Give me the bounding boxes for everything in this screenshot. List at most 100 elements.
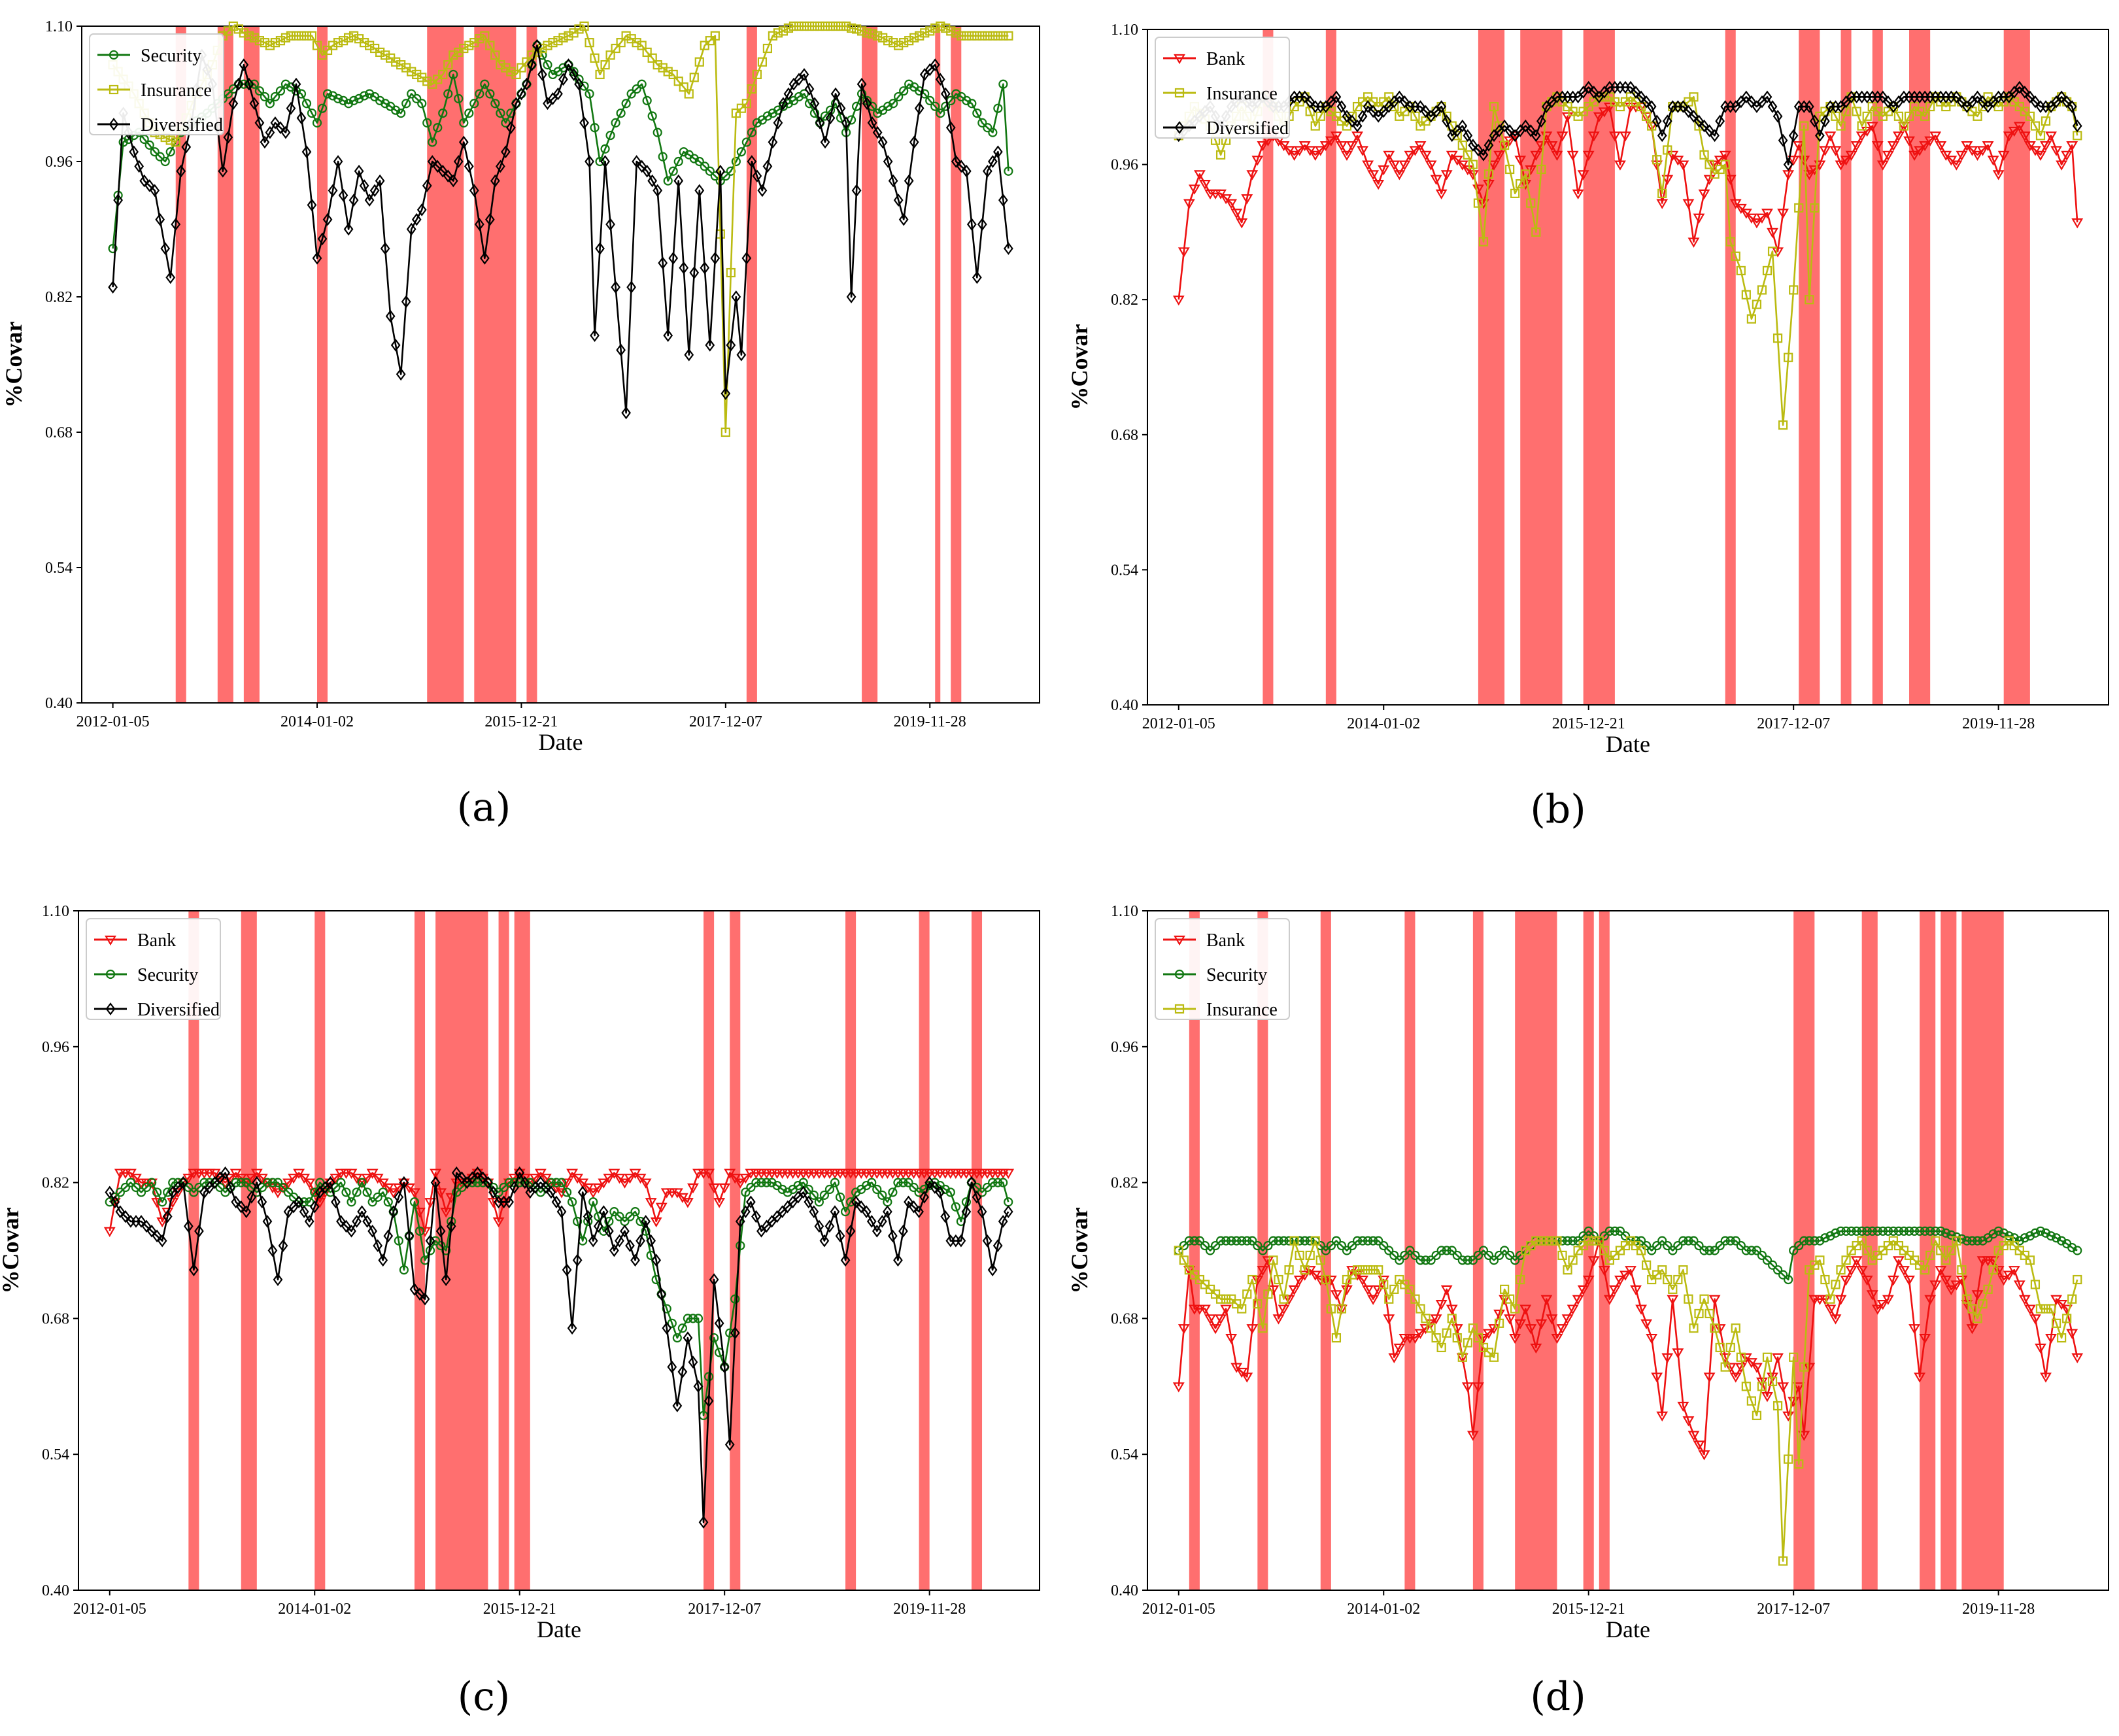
- data-point: [930, 23, 940, 33]
- data-point: [422, 179, 432, 192]
- data-point: [280, 126, 291, 139]
- data-point: [1903, 136, 1915, 146]
- data-point: [452, 1187, 462, 1197]
- data-point: [1547, 1236, 1557, 1246]
- data-point: [579, 116, 589, 129]
- data-point: [1466, 170, 1479, 180]
- data-point: [998, 1178, 1008, 1187]
- data-point: [972, 108, 982, 118]
- data-point: [1563, 1236, 1572, 1246]
- data-point: [1636, 90, 1646, 104]
- data-point: [1598, 107, 1610, 118]
- data-point: [658, 152, 668, 162]
- data-point: [150, 147, 160, 157]
- data-point: [322, 45, 333, 56]
- data-point: [998, 31, 1008, 41]
- data-point: [1489, 101, 1499, 112]
- data-point: [1505, 1250, 1515, 1261]
- data-point: [1997, 150, 2010, 162]
- data-point: [265, 99, 275, 109]
- data-point: [1415, 100, 1425, 113]
- data-point: [977, 218, 987, 231]
- data-point: [1778, 1556, 1788, 1566]
- data-point: [967, 31, 977, 41]
- data-point: [396, 108, 406, 118]
- data-point: [1367, 170, 1380, 180]
- data-point: [360, 91, 369, 101]
- data-point: [1393, 170, 1406, 180]
- data-point: [1204, 1314, 1216, 1325]
- data-point: [105, 1185, 115, 1199]
- data-point: [1241, 1372, 1253, 1383]
- data-point: [1710, 129, 1720, 143]
- data-point: [1920, 1265, 1930, 1275]
- data-point: [1400, 1250, 1410, 1261]
- data-point: [347, 1197, 356, 1207]
- data-point: [1736, 265, 1746, 276]
- data-point: [676, 1193, 688, 1204]
- data-point: [1305, 1250, 1315, 1261]
- data-point: [282, 1178, 294, 1189]
- data-point: [1973, 90, 1982, 104]
- data-point: [1699, 150, 1709, 160]
- data-point: [1941, 1228, 1951, 1238]
- data-point: [1230, 209, 1243, 219]
- data-point: [1805, 295, 1814, 305]
- data-point: [1500, 1284, 1510, 1294]
- data-point: [293, 1168, 305, 1179]
- data-point: [490, 99, 500, 109]
- data-point: [1572, 189, 1584, 200]
- data-point: [1215, 150, 1226, 160]
- data-point: [390, 339, 401, 352]
- data-point: [600, 155, 610, 168]
- data-point: [1384, 1246, 1394, 1255]
- data-point: [1973, 111, 1982, 121]
- data-point: [1305, 95, 1315, 109]
- legend-marker: [1174, 54, 1185, 65]
- data-point: [1862, 111, 1872, 121]
- data-point: [474, 218, 484, 231]
- data-point: [650, 1217, 662, 1228]
- shaded-region: [474, 26, 517, 703]
- data-point: [1866, 122, 1878, 132]
- data-point: [630, 1207, 640, 1217]
- data-point: [1535, 1319, 1548, 1330]
- data-point: [1587, 131, 1600, 142]
- data-point: [1694, 114, 1704, 128]
- data-point: [228, 97, 239, 111]
- data-point: [1488, 1324, 1500, 1335]
- data-point: [1383, 1314, 1395, 1325]
- data-point: [1904, 1250, 1914, 1261]
- data-point: [1494, 1318, 1504, 1328]
- data-point: [1421, 1255, 1431, 1265]
- data-point: [1684, 1236, 1693, 1246]
- data-point: [621, 31, 631, 41]
- data-point: [877, 135, 888, 149]
- y-tick-label: 0.40: [45, 695, 73, 712]
- data-point: [1342, 1274, 1352, 1285]
- data-point: [611, 118, 620, 128]
- data-point: [561, 1178, 573, 1189]
- data-point: [1384, 1294, 1394, 1304]
- data-point: [966, 1176, 977, 1189]
- data-point: [1426, 109, 1436, 123]
- x-tick-label: 2019-11-28: [893, 1601, 966, 1618]
- data-point: [378, 1187, 388, 1197]
- data-point: [1882, 150, 1894, 162]
- data-point: [131, 1182, 141, 1193]
- data-point: [1604, 1226, 1614, 1236]
- data-point: [1004, 31, 1013, 41]
- data-point: [226, 1181, 236, 1194]
- data-point: [301, 145, 312, 159]
- data-point: [719, 1183, 731, 1194]
- data-point: [233, 77, 244, 91]
- data-point: [1372, 180, 1385, 190]
- data-point: [312, 41, 322, 50]
- data-point: [637, 160, 647, 173]
- data-point: [587, 1188, 600, 1199]
- data-point: [815, 116, 825, 129]
- data-point: [625, 1239, 635, 1252]
- data-point: [736, 348, 747, 362]
- data-point: [406, 222, 416, 236]
- data-point: [636, 1234, 645, 1248]
